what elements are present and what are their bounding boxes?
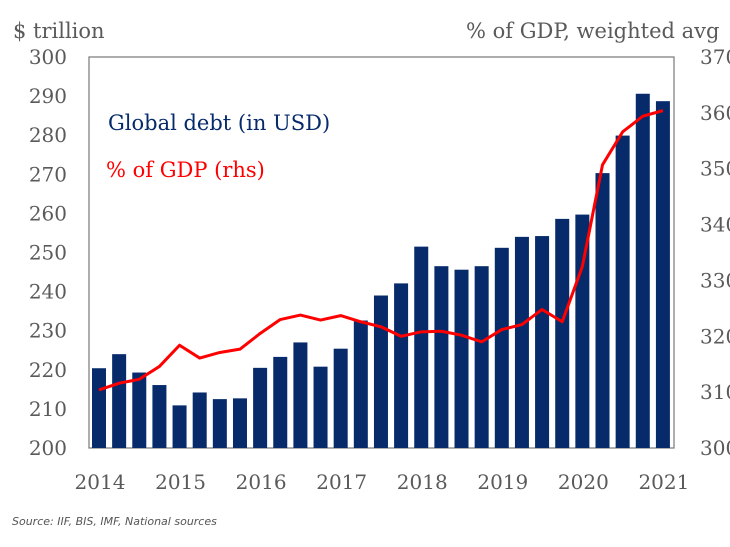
x-tick-label: 2017 <box>316 470 367 494</box>
bar-2019Q4 <box>555 218 570 448</box>
bar-2015Q1 <box>172 405 187 448</box>
bar-2020Q3 <box>615 135 630 448</box>
left-tick-label: 250 <box>29 241 67 265</box>
left-tick-label: 270 <box>29 162 67 186</box>
bar-2017Q2 <box>353 320 368 448</box>
bar-2020Q2 <box>595 173 610 448</box>
bar-2019Q3 <box>535 236 550 448</box>
bar-2021Q1 <box>655 101 670 449</box>
left-tick-label: 210 <box>29 397 67 421</box>
left-axis-title: $ trillion <box>13 19 105 43</box>
bar-2018Q1 <box>414 246 429 448</box>
bar-2018Q4 <box>474 266 489 448</box>
left-tick-label: 260 <box>29 201 67 225</box>
left-tick-label: 230 <box>29 319 67 343</box>
bar-2020Q4 <box>635 93 650 448</box>
left-tick-label: 290 <box>29 84 67 108</box>
bar-2020Q1 <box>575 214 590 448</box>
left-tick-label: 220 <box>29 358 67 382</box>
bar-2017Q4 <box>394 283 409 448</box>
bar-2016Q2 <box>273 356 288 448</box>
bar-2017Q3 <box>373 295 388 448</box>
left-tick-label: 240 <box>29 280 67 304</box>
legend-gdp: % of GDP (rhs) <box>106 158 265 182</box>
bar-2016Q3 <box>293 342 308 448</box>
bar-2014Q2 <box>112 354 127 448</box>
right-tick-label: 310 <box>700 380 730 404</box>
source-note: Source: IIF, BIS, IMF, National sources <box>12 515 217 528</box>
bar-2018Q3 <box>454 269 469 448</box>
left-tick-label: 300 <box>29 45 67 69</box>
right-tick-label: 350 <box>700 157 730 181</box>
right-tick-label: 340 <box>700 213 730 237</box>
right-tick-label: 370 <box>700 45 730 69</box>
left-tick-label: 280 <box>29 123 67 147</box>
legend-global-debt: Global debt (in USD) <box>108 111 330 135</box>
right-axis-title: % of GDP, weighted avg <box>466 19 719 43</box>
bar-2014Q4 <box>152 385 167 448</box>
bar-2019Q1 <box>494 247 509 448</box>
x-tick-label: 2015 <box>155 470 206 494</box>
bar-2014Q3 <box>132 372 147 448</box>
bar-2014Q1 <box>92 368 106 448</box>
x-tick-label: 2014 <box>75 470 126 494</box>
left-tick-label: 200 <box>29 436 67 460</box>
x-tick-label: 2016 <box>236 470 287 494</box>
bar-2018Q2 <box>434 266 449 448</box>
bar-2015Q4 <box>232 398 247 448</box>
x-tick-label: 2019 <box>477 470 528 494</box>
right-tick-label: 330 <box>700 268 730 292</box>
right-tick-label: 360 <box>700 101 730 125</box>
right-tick-label: 300 <box>700 436 730 460</box>
x-tick-label: 2018 <box>397 470 448 494</box>
bar-2019Q2 <box>514 236 529 448</box>
x-tick-label: 2020 <box>558 470 609 494</box>
gdp-line <box>98 109 664 392</box>
bar-2015Q2 <box>192 392 207 448</box>
bar-2016Q1 <box>253 367 268 448</box>
x-tick-label: 2021 <box>638 470 689 494</box>
bar-2015Q3 <box>212 399 227 448</box>
bar-2017Q1 <box>333 348 348 448</box>
bar-2016Q4 <box>313 366 328 448</box>
right-tick-label: 320 <box>700 324 730 348</box>
